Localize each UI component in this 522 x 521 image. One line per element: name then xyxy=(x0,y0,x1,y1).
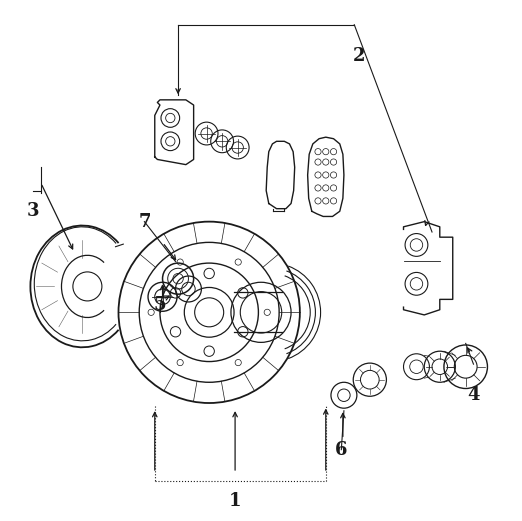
Text: 1: 1 xyxy=(229,492,241,511)
Text: 5: 5 xyxy=(153,295,167,314)
Text: 3: 3 xyxy=(27,202,39,220)
Text: 2: 2 xyxy=(353,47,366,65)
Text: 4: 4 xyxy=(467,386,480,404)
Text: 6: 6 xyxy=(335,441,348,458)
Text: 7: 7 xyxy=(138,213,151,231)
